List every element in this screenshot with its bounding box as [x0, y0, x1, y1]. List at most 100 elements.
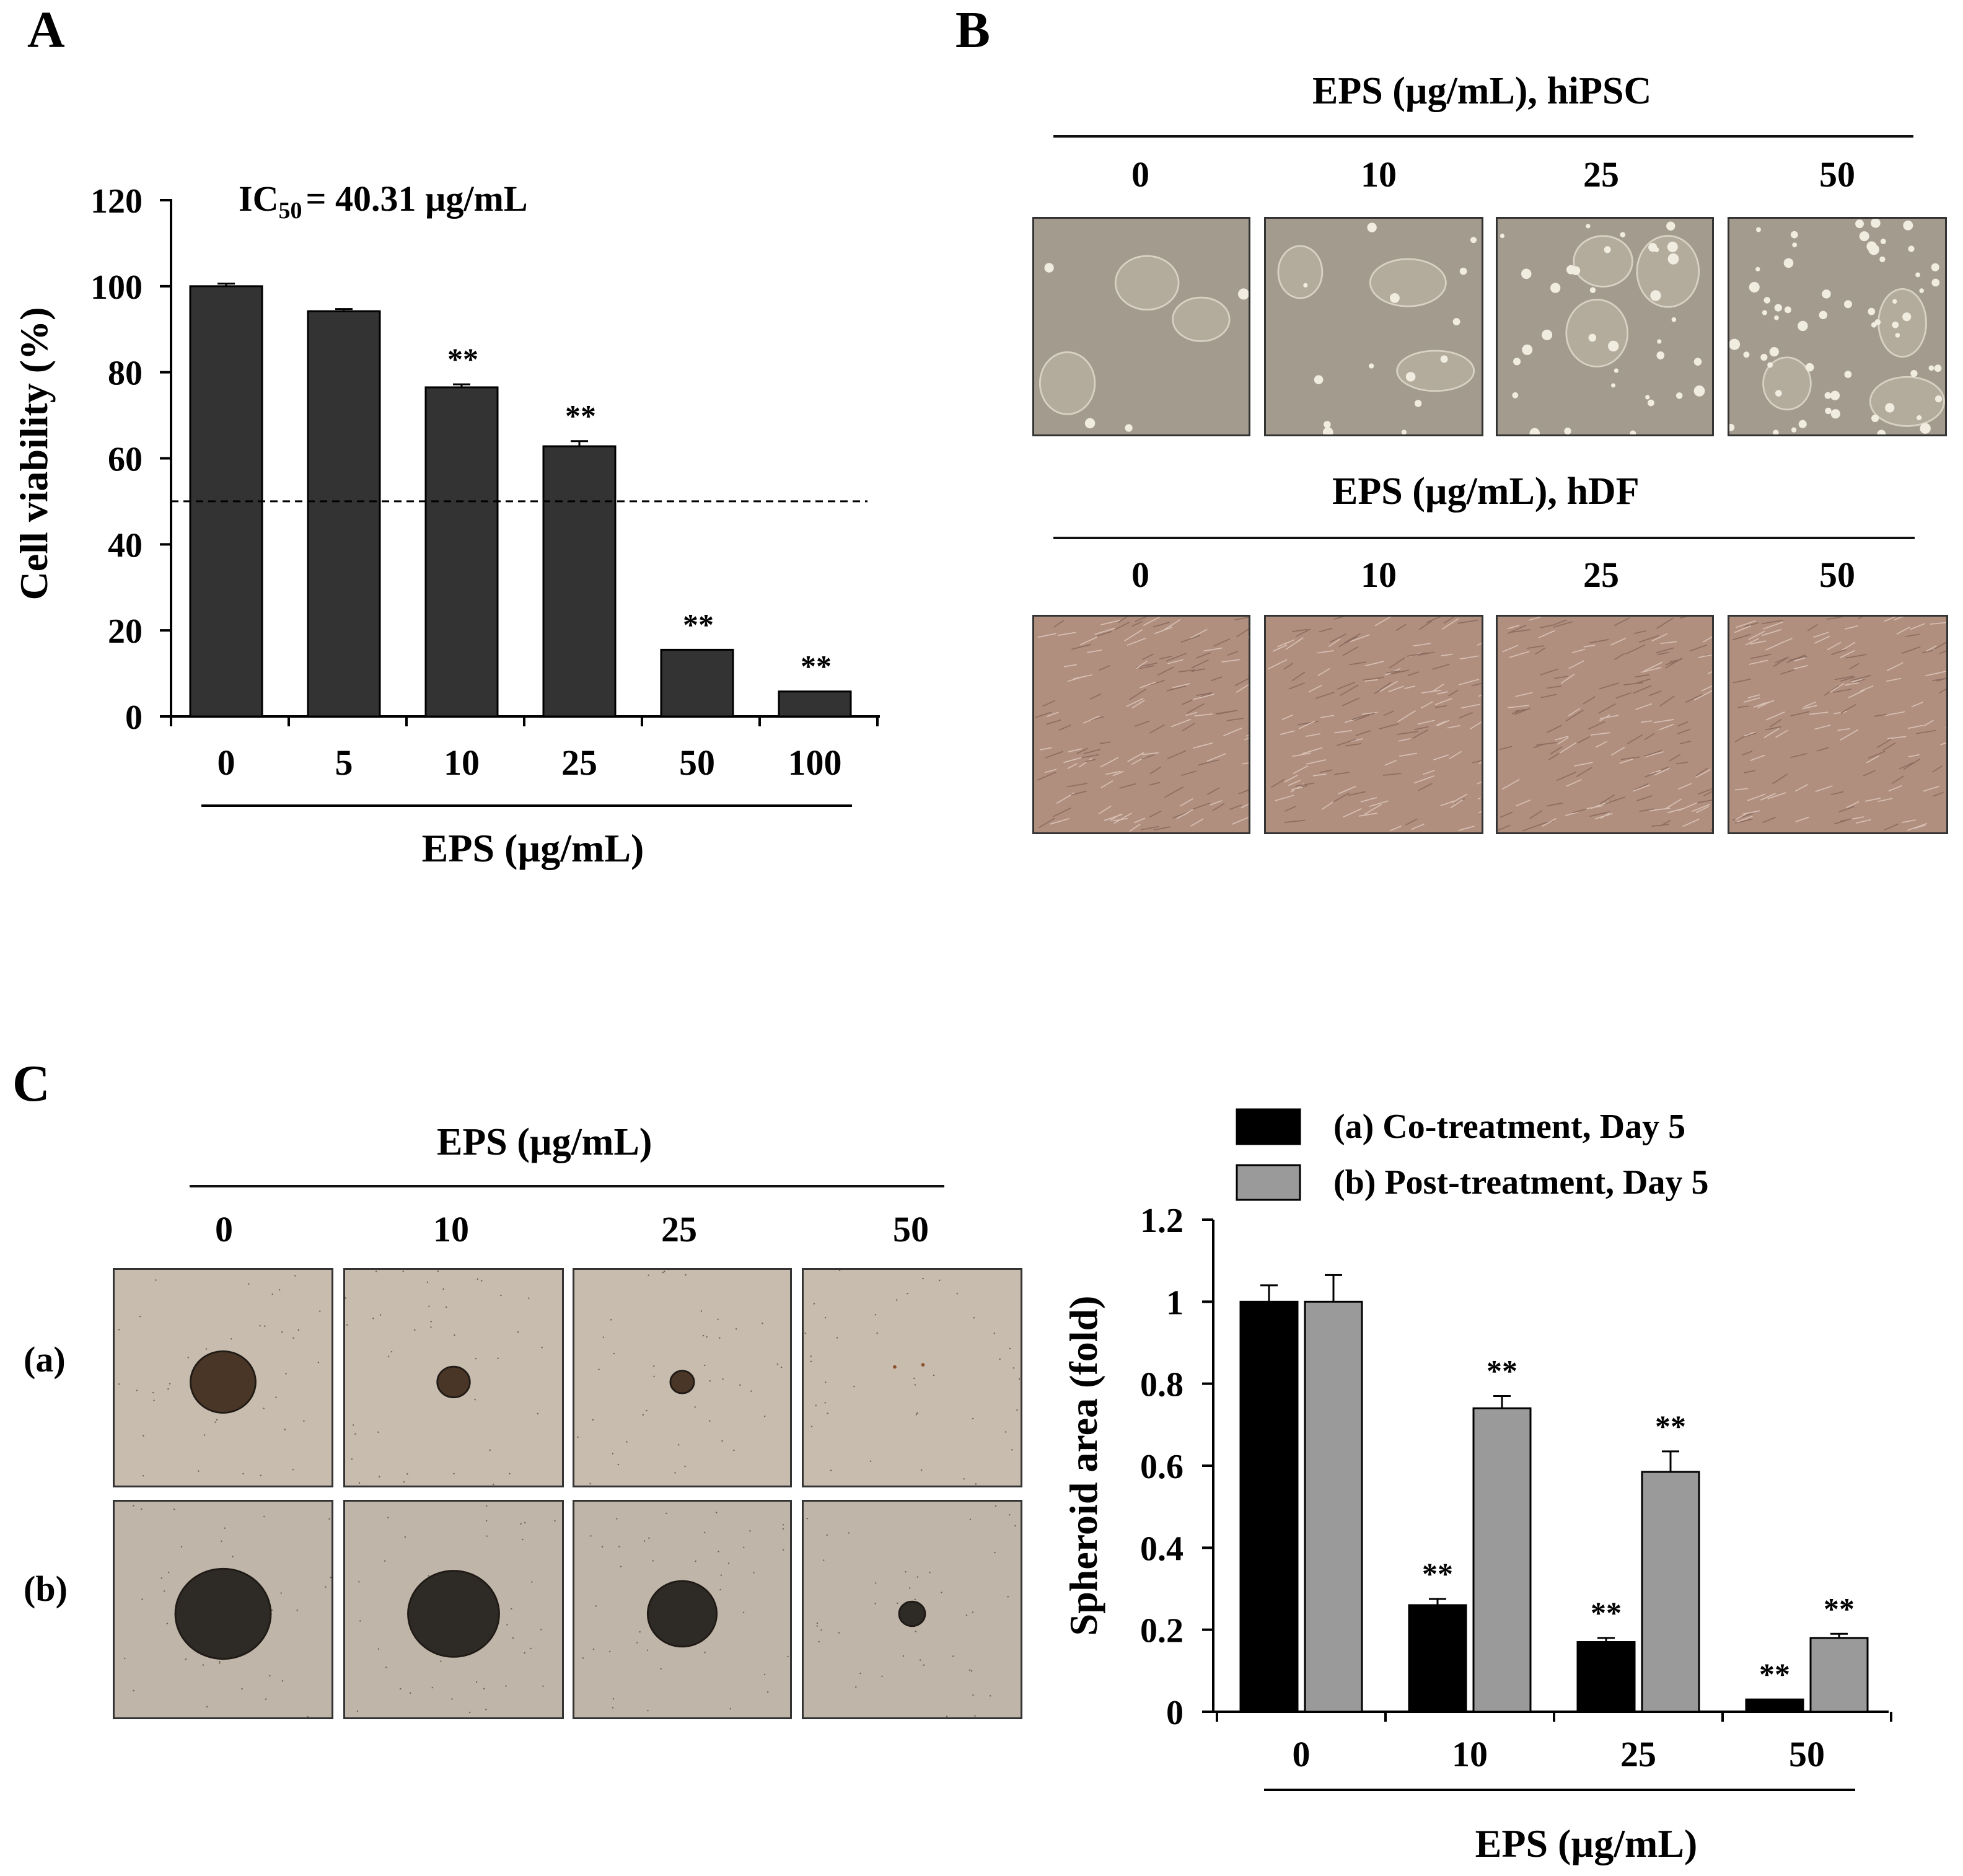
- fibroblast-streak: [1389, 826, 1402, 832]
- fibroblast-streak: [1140, 681, 1156, 689]
- debris-dot: [169, 1383, 171, 1385]
- floating-cell: [1604, 246, 1611, 253]
- debris-dot: [818, 1640, 820, 1643]
- fibroblast-streak: [1317, 668, 1330, 677]
- fibroblast-streak: [1815, 785, 1833, 792]
- debris-dot: [522, 1538, 524, 1541]
- fibroblast-streak: [1750, 754, 1765, 761]
- fibroblast-streak: [1560, 674, 1575, 684]
- fibroblast-streak: [1653, 719, 1674, 723]
- debris-dot: [372, 1318, 374, 1319]
- fibroblast-streak: [1413, 643, 1431, 647]
- debris-dot: [265, 1698, 267, 1700]
- debris-dot: [783, 1523, 784, 1526]
- debris-dot: [815, 1404, 817, 1406]
- fibroblast-streak: [1100, 780, 1113, 788]
- hipsc-header-line: [1053, 135, 1913, 138]
- significance-marker: **: [1759, 1657, 1790, 1691]
- debris-dot: [426, 1281, 429, 1284]
- fibroblast-streak: [1397, 710, 1416, 723]
- fibroblast-streak: [1633, 630, 1646, 635]
- fibroblast-streak: [1744, 770, 1755, 773]
- fibroblast-streak: [1229, 804, 1242, 811]
- fibroblast-streak: [1423, 770, 1435, 775]
- fibroblast-streak: [1548, 752, 1560, 760]
- hipsc-conc-label: 0: [1131, 154, 1149, 195]
- debris-dot: [780, 1367, 783, 1368]
- fibroblast-streak: [1639, 808, 1654, 812]
- debris-dot: [718, 1551, 719, 1552]
- debris-dot: [1014, 1525, 1016, 1527]
- fibroblast-streak: [1633, 685, 1652, 694]
- x-tick-label: 25: [1620, 1734, 1656, 1774]
- debris-dot: [612, 1698, 615, 1700]
- fibroblast-streak: [1760, 793, 1776, 801]
- legend-label: (a) Co-treatment, Day 5: [1333, 1108, 1685, 1146]
- fibroblast-streak: [1885, 711, 1905, 716]
- debris-dot: [387, 1517, 389, 1519]
- hdf-micrograph: [1496, 615, 1714, 834]
- fibroblast-streak: [1170, 718, 1192, 728]
- debris-dot: [972, 1694, 974, 1696]
- debris-dot: [874, 1313, 877, 1316]
- floating-cell: [1586, 224, 1591, 229]
- debris-dot: [1016, 1409, 1018, 1411]
- fibroblast-streak: [1296, 628, 1311, 637]
- fibroblast-streak: [1635, 674, 1649, 678]
- debris-dot: [722, 1378, 724, 1380]
- fibroblast-streak: [1066, 783, 1087, 788]
- fibroblast-streak: [1426, 617, 1442, 623]
- debris-dot: [703, 1531, 706, 1534]
- spheroid-area-chart: 0 0.2 0.4 0.6 0.8 1 1.2 0 ** ** 10 ** ** 25 ** ** 50 (a) …: [1061, 1108, 1892, 1865]
- fibroblast-streak: [1586, 805, 1603, 809]
- debris-dot: [827, 1412, 829, 1414]
- fibroblast-streak: [1149, 810, 1162, 817]
- floating-cell: [1830, 409, 1840, 419]
- debris-dot: [855, 1686, 857, 1688]
- debris-dot: [733, 1449, 735, 1451]
- debris-dot: [639, 1631, 641, 1633]
- fibroblast-streak: [1577, 736, 1591, 744]
- fibroblast-streak: [1276, 642, 1288, 648]
- fibroblast-streak: [1732, 633, 1751, 641]
- debris-dot: [205, 1348, 208, 1350]
- fibroblast-streak: [1813, 632, 1829, 638]
- fibroblast-streak: [1840, 703, 1856, 714]
- fibroblast-streak: [1568, 660, 1585, 669]
- fibroblast-streak: [1459, 711, 1473, 719]
- fibroblast-streak: [1244, 789, 1249, 792]
- debris-dot: [617, 1463, 620, 1466]
- debris-dot: [968, 1669, 971, 1671]
- floating-cell: [1784, 306, 1791, 314]
- hipsc-micrograph: [1728, 217, 1947, 436]
- fibroblast-streak: [1650, 769, 1661, 775]
- fibroblast-streak: [1226, 718, 1244, 721]
- floating-cell: [1645, 395, 1650, 400]
- debris-dot: [608, 1650, 611, 1653]
- fibroblast-streak: [1292, 752, 1311, 757]
- debris-dot: [390, 1350, 393, 1353]
- hdf-conc-label: 25: [1583, 555, 1619, 595]
- bar: [542, 445, 617, 718]
- bar: [307, 310, 381, 718]
- fibroblast-streak: [1555, 736, 1569, 741]
- spheroid-micrograph: [573, 1500, 792, 1719]
- fibroblast-streak: [1435, 698, 1452, 705]
- debris-dot: [999, 1358, 1001, 1360]
- fibroblast-streak: [1459, 655, 1479, 660]
- fibroblast-streak: [1330, 633, 1346, 643]
- hipsc-conc-label: 50: [1819, 154, 1855, 195]
- fibroblast-streak: [1632, 783, 1649, 791]
- y-tick-label: 0.2: [1140, 1612, 1184, 1650]
- bar: [424, 386, 499, 718]
- fibroblast-streak: [1471, 682, 1482, 687]
- debris-dot: [874, 1603, 876, 1605]
- fibroblast-streak: [1930, 622, 1946, 625]
- debris-dot: [476, 1278, 479, 1280]
- floating-cell: [1729, 423, 1735, 431]
- fibroblast-streak: [1191, 659, 1209, 669]
- floating-cell: [1928, 365, 1934, 371]
- floating-cell: [1755, 266, 1760, 271]
- fibroblast-streak: [1794, 783, 1809, 792]
- debris-dot: [216, 1419, 218, 1421]
